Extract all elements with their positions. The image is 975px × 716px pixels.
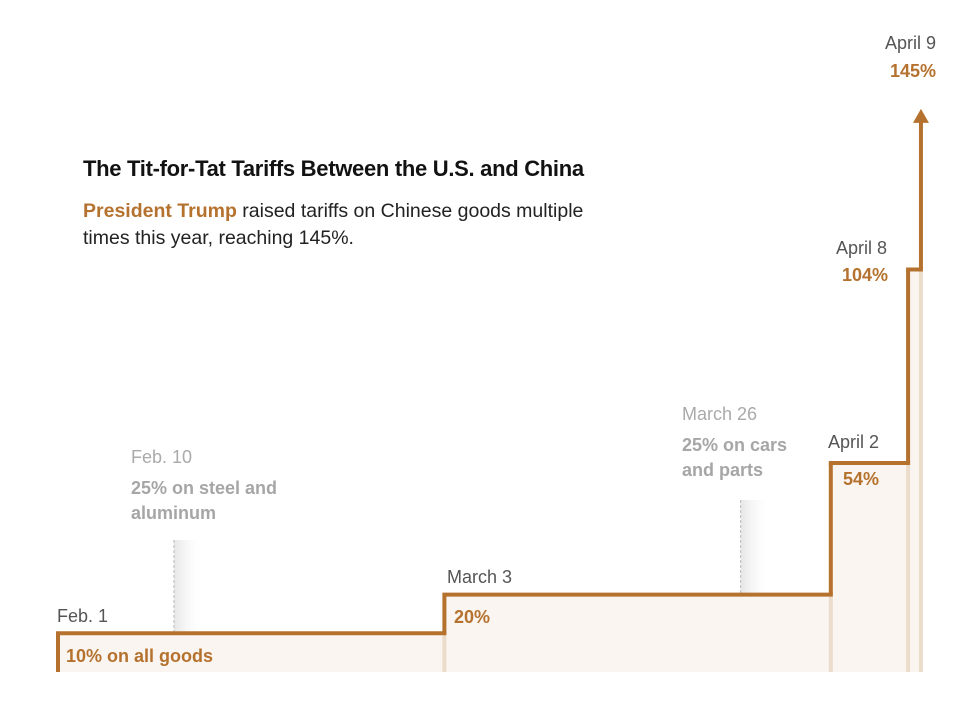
- date-label-april-2: April 2: [828, 432, 880, 452]
- date-label-march-3: March 3: [447, 567, 513, 587]
- value-label-march-3: 20%: [454, 607, 491, 627]
- annotation-text-feb-10: 25% on steel and aluminum: [131, 478, 278, 523]
- chart-subtitle: President Trump raised tariffs on Chines…: [83, 198, 603, 252]
- subtitle-text: raised tariffs on Chinese goods multiple…: [83, 200, 584, 249]
- date-label-april-9: April 9: [885, 33, 937, 53]
- value-label-april-8: 104%: [842, 265, 889, 285]
- value-label-april-2: 54%: [843, 469, 880, 489]
- annotation-shade: [740, 500, 771, 595]
- value-label-april-9: 145%: [890, 61, 937, 81]
- arrow-head: [912, 108, 929, 123]
- chart-title: The Tit-for-Tat Tariffs Between the U.S.…: [83, 156, 584, 181]
- area-fill: [58, 110, 921, 673]
- annotation-date-march-26: March 26: [682, 404, 758, 424]
- date-label-feb-1: Feb. 1: [57, 606, 109, 626]
- annotation-text-march-26: 25% on cars and parts: [682, 435, 788, 480]
- date-label-april-8: April 8: [836, 238, 888, 258]
- annotation-shade: [173, 540, 204, 634]
- value-label-feb-1: 10% on all goods: [66, 646, 214, 666]
- subtitle-highlight: President Trump: [83, 200, 237, 222]
- annotation-date-feb-10: Feb. 10: [131, 447, 193, 467]
